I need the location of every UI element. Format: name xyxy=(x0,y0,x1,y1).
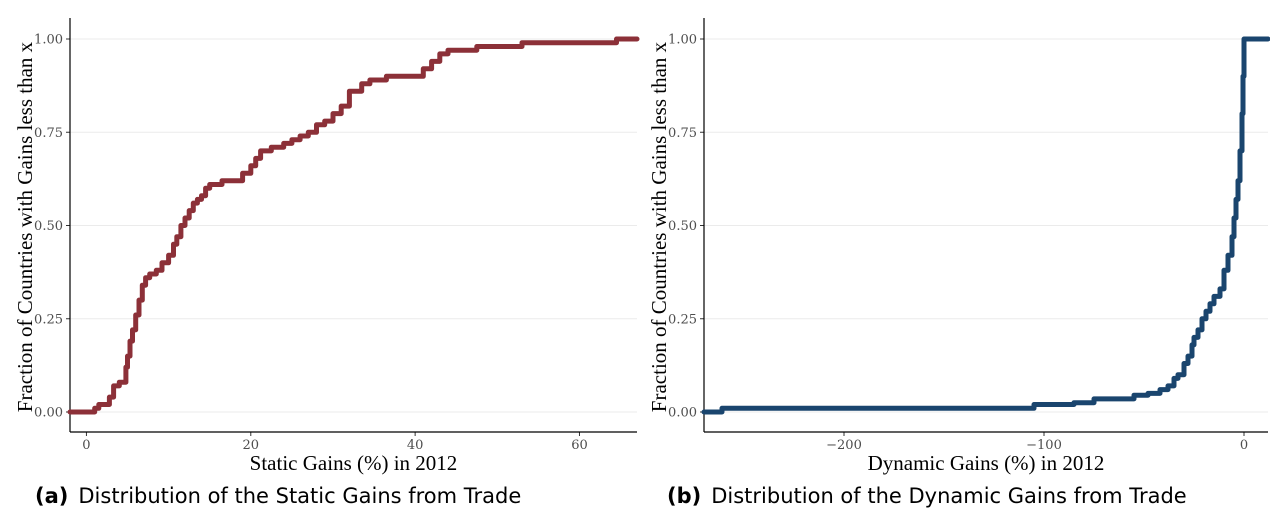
y-tick-label: 0.75 xyxy=(34,126,63,141)
caption-b: (b) Distribution of the Dynamic Gains fr… xyxy=(667,484,1187,508)
y-axis-title: Fraction of Countries with Gains less th… xyxy=(647,41,671,412)
panel-a-static-gains: 0.00 0.25 0.50 0.75 1.00 0 20 40 60 Static Gains … xyxy=(13,18,640,475)
ecdf-series-line xyxy=(67,36,640,415)
caption-a: (a) Distribution of the Static Gains fro… xyxy=(35,484,521,508)
x-tick-label: 40 xyxy=(407,438,424,453)
y-tick-label: 0.25 xyxy=(668,312,697,327)
caption-b-text: Distribution of the Dynamic Gains from T… xyxy=(711,484,1186,508)
y-tick-label: 1.00 xyxy=(668,33,697,48)
x-tick-label: −100 xyxy=(1026,438,1062,453)
captions: (a) Distribution of the Static Gains fro… xyxy=(35,484,1187,508)
panel-b-dynamic-gains: 0.00 0.25 0.50 0.75 1.00 −200 −100 0 Dynamic Gai… xyxy=(647,18,1270,475)
caption-b-label: (b) xyxy=(667,484,701,508)
y-tick-label: 0.50 xyxy=(34,219,63,234)
y-tick-label: 0.00 xyxy=(668,406,697,421)
x-tick-label: −200 xyxy=(826,438,862,453)
y-tick-label: 0.50 xyxy=(668,219,697,234)
y-tick-label: 0.25 xyxy=(34,312,63,327)
caption-a-text: Distribution of the Static Gains from Tr… xyxy=(78,484,521,508)
x-tick-label: 20 xyxy=(243,438,260,453)
ecdf-series-line xyxy=(701,36,1270,415)
y-tick-label: 0.00 xyxy=(34,406,63,421)
x-axis-title: Dynamic Gains (%) in 2012 xyxy=(868,451,1105,475)
y-tick-label: 0.75 xyxy=(668,126,697,141)
x-tick-label: 60 xyxy=(571,438,588,453)
y-axis-title: Fraction of Countries with Gains less th… xyxy=(13,41,37,412)
y-tick-label: 1.00 xyxy=(34,33,63,48)
x-axis-title: Static Gains (%) in 2012 xyxy=(250,451,458,475)
x-tick-label: 0 xyxy=(1240,438,1248,453)
caption-a-label: (a) xyxy=(35,484,68,508)
x-tick-label: 0 xyxy=(82,438,90,453)
